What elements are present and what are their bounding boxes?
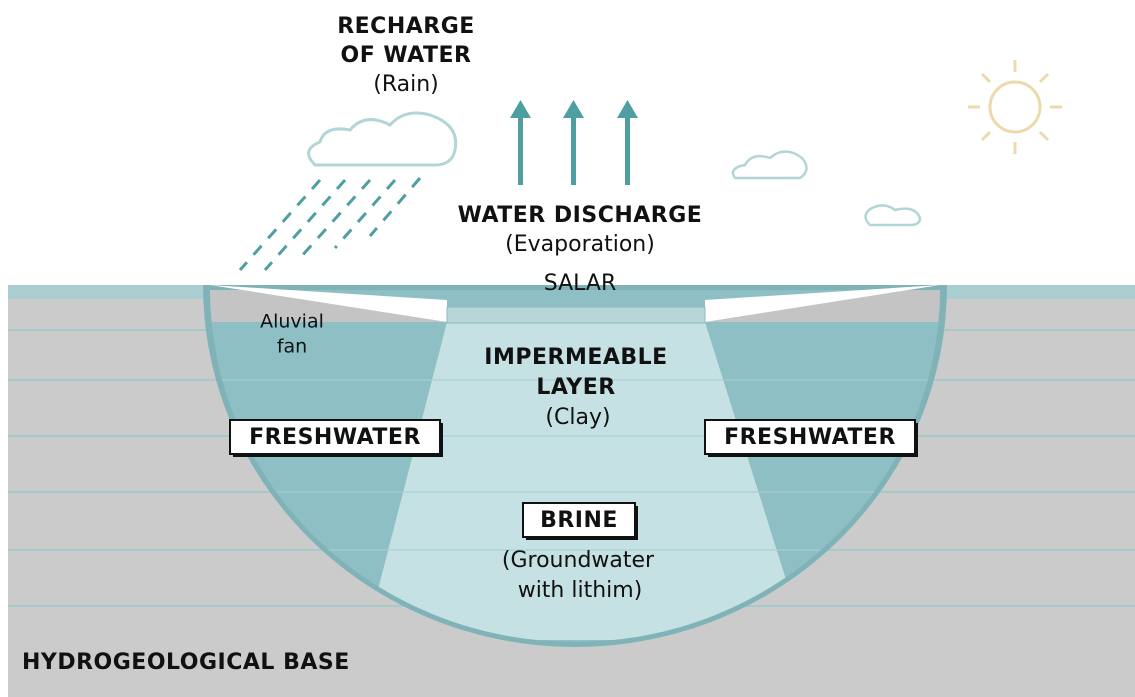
cloud — [733, 152, 807, 179]
brine-label: BRINE — [540, 508, 618, 533]
cloud — [865, 205, 920, 225]
discharge-title: WATER DISCHARGE — [458, 203, 703, 228]
brine-subtitle: with lithim) — [518, 578, 643, 603]
evaporation-arrows — [510, 100, 638, 185]
discharge-subtitle: (Evaporation) — [505, 232, 655, 257]
base-label: HYDROGEOLOGICAL BASE — [22, 650, 350, 675]
impermeable-title: LAYER — [536, 375, 615, 400]
salar-crust — [447, 307, 705, 323]
rain-cloud — [309, 113, 456, 165]
sun — [968, 60, 1062, 154]
brine-subtitle: (Groundwater — [502, 548, 655, 573]
impermeable-subtitle: (Clay) — [545, 405, 610, 430]
recharge-subtitle: (Rain) — [373, 72, 439, 97]
freshwater-label: FRESHWATER — [249, 425, 421, 450]
rain — [240, 178, 420, 270]
salar-label: SALAR — [544, 271, 617, 296]
impermeable-title: IMPERMEABLE — [484, 345, 667, 370]
aluvial-fan-label: fan — [277, 336, 307, 358]
aluvial-fan-label: Aluvial — [260, 311, 324, 333]
diagram: RECHARGE OF WATER (Rain) WATER DISCHARGE… — [0, 0, 1135, 697]
recharge-title: RECHARGE — [337, 14, 475, 39]
freshwater-label: FRESHWATER — [724, 425, 896, 450]
recharge-title: OF WATER — [341, 43, 472, 68]
